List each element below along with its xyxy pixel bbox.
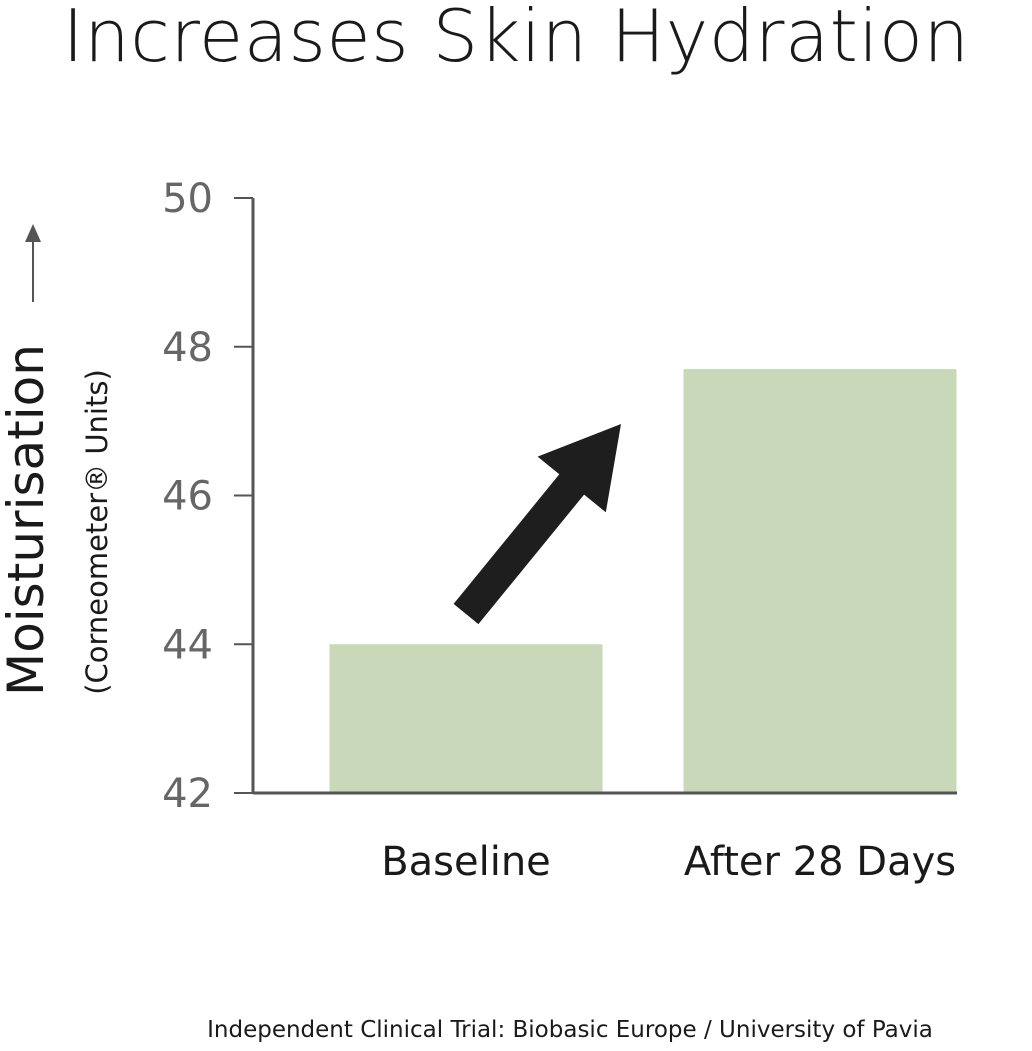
y-tick-label: 46: [162, 474, 213, 520]
chart-title: Increases Skin Hydration: [62, 0, 970, 78]
increase-arrow-icon: [453, 424, 621, 625]
y-axis: 42 44 46 48 50: [162, 176, 255, 817]
arrow-shape: [453, 424, 621, 625]
y-tick-label: 48: [162, 325, 213, 371]
x-tick-labels: Baseline After 28 Days: [381, 839, 956, 885]
x-tick-label: Baseline: [381, 839, 551, 885]
y-axis-label: Moisturisation: [0, 344, 55, 696]
y-axis-sublabel: (Corneometer® Units): [80, 369, 114, 695]
bar: [683, 369, 957, 793]
bars-group: [329, 369, 957, 793]
y-tick-label: 42: [162, 771, 213, 817]
y-tick-label: 50: [162, 176, 213, 222]
bar: [329, 644, 603, 793]
y-axis-arrow-icon: [25, 224, 41, 302]
y-tick-label: 44: [162, 622, 213, 668]
x-tick-label: After 28 Days: [684, 839, 956, 885]
source-note: Independent Clinical Trial: Biobasic Eur…: [207, 1017, 933, 1043]
